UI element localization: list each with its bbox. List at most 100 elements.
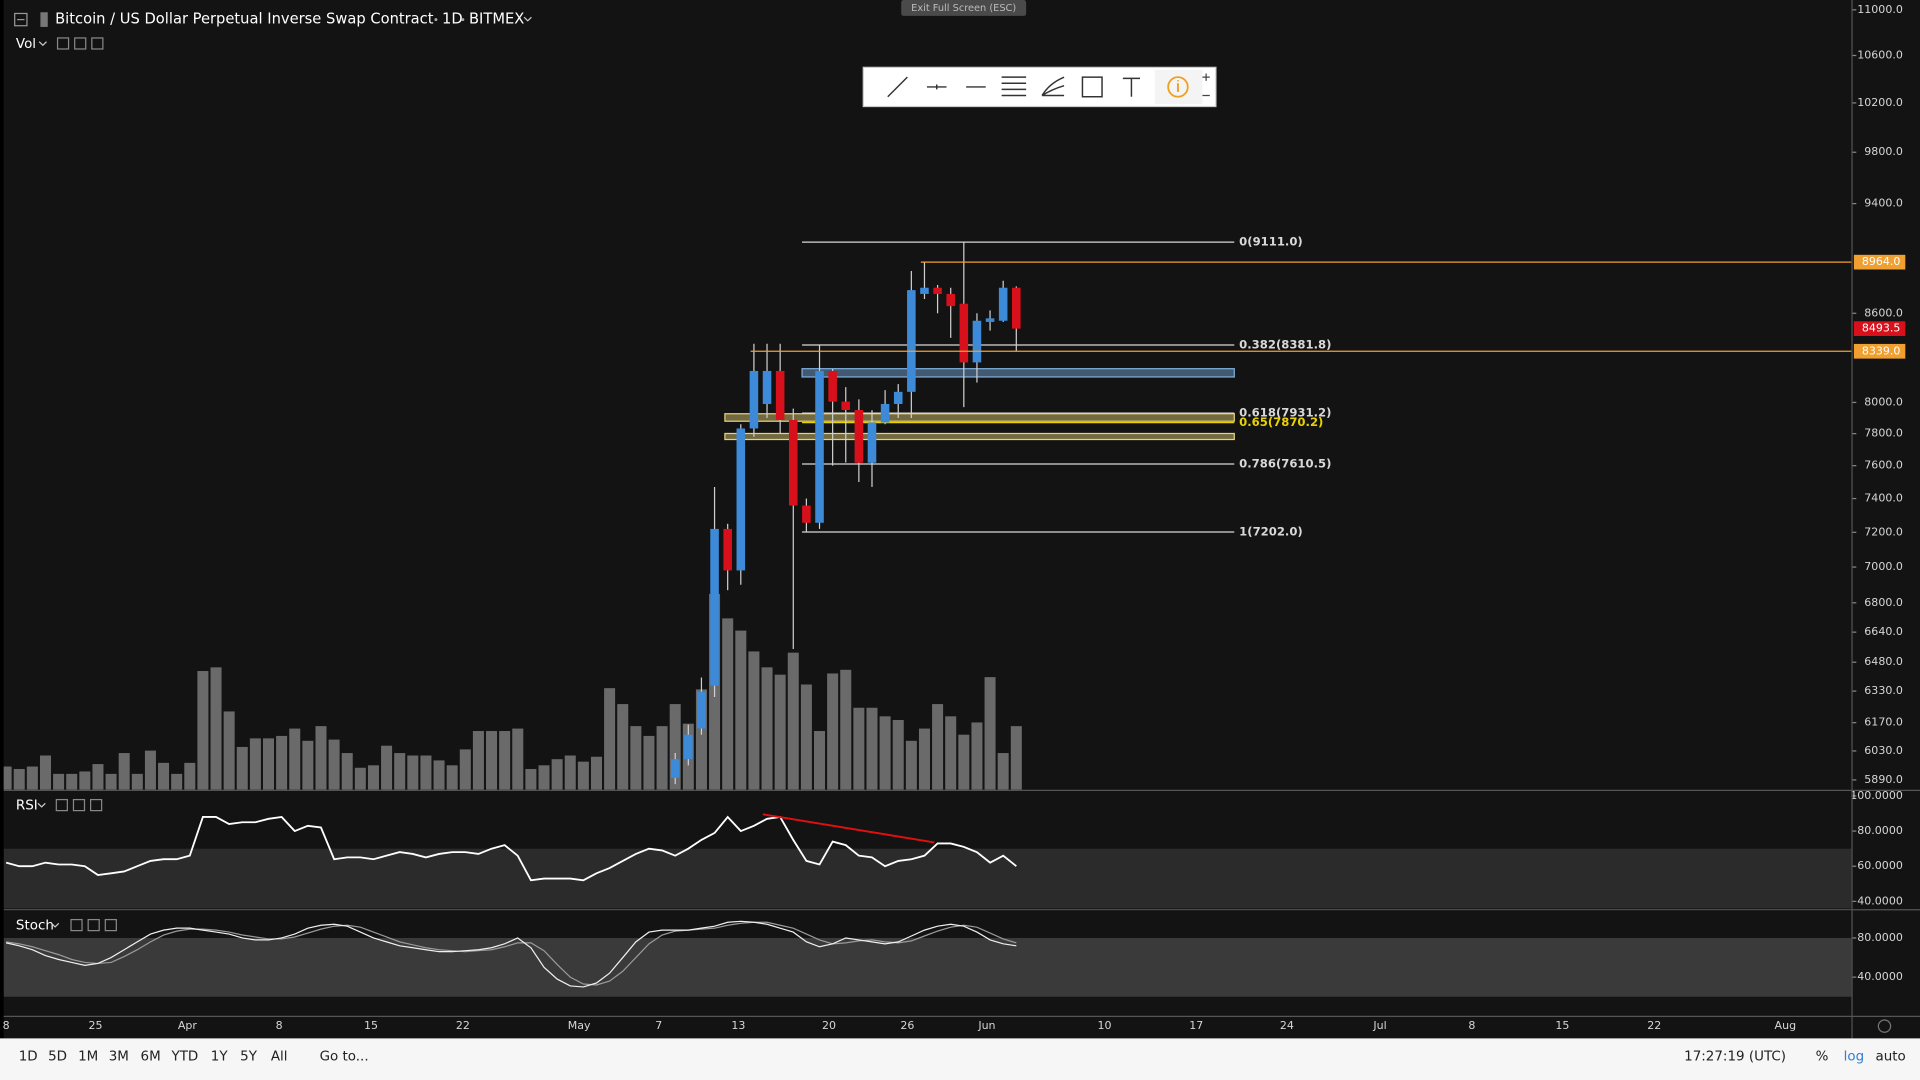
exchange[interactable]: BITMEX: [469, 11, 524, 28]
stoch-tick-label: 80.0000: [1857, 931, 1903, 944]
volume-bar: [525, 768, 537, 790]
parallel-channel-tool[interactable]: [1001, 76, 1027, 97]
volume-bar: [328, 739, 340, 790]
fib-label: 0.618(7931.2): [1239, 406, 1331, 420]
interval[interactable]: 1D: [442, 11, 463, 28]
volume-bar: [459, 749, 471, 790]
settings-icon[interactable]: [87, 918, 100, 932]
price-tag: [1853, 343, 1906, 359]
y-tick-label: 7400.0: [1864, 492, 1903, 505]
candle-body: [775, 370, 785, 420]
volume-bar: [276, 735, 288, 790]
y-tick-label: 6170.0: [1864, 716, 1903, 729]
volume-bar: [892, 720, 904, 790]
volume-bar: [3, 766, 12, 790]
range-button[interactable]: All: [271, 1050, 288, 1065]
info-tool[interactable]: [1167, 76, 1189, 98]
candle-body: [749, 370, 759, 429]
y-tick-label: 10600.0: [1857, 48, 1903, 61]
settings-gear[interactable]: [1877, 1019, 1892, 1033]
study-icons: [56, 37, 104, 50]
price-tag-label: 8339.0: [1862, 344, 1901, 357]
dropdown-caret[interactable]: [38, 41, 47, 47]
dropdown-caret[interactable]: [37, 802, 46, 808]
candle-body: [854, 410, 864, 463]
goto-button[interactable]: Go to...: [320, 1050, 369, 1065]
volume-bar: [722, 618, 734, 790]
zoom-buttons[interactable]: [1202, 73, 1210, 97]
settings-icon[interactable]: [74, 37, 87, 50]
rectangle-tool[interactable]: [1081, 76, 1103, 98]
clock: 17:27:19 (UTC): [1684, 1050, 1786, 1065]
volume-bar: [695, 689, 707, 790]
eye-icon[interactable]: [70, 918, 83, 932]
range-button[interactable]: 1D: [19, 1050, 38, 1065]
rsi-label[interactable]: RSI: [16, 799, 38, 814]
zone: [801, 368, 1235, 378]
eye-icon[interactable]: [55, 798, 68, 812]
volume-bar: [761, 667, 773, 790]
fullscreen-label: Exit Full Screen (ESC): [911, 3, 1016, 14]
percent-toggle[interactable]: %: [1816, 1050, 1829, 1065]
dropdown-caret[interactable]: [523, 16, 532, 22]
dropdown-caret[interactable]: [50, 922, 60, 928]
fullscreen-button[interactable]: [901, 0, 1027, 16]
zone: [724, 413, 1235, 422]
collapse-icon[interactable]: [14, 12, 28, 27]
symbol-title[interactable]: Bitcoin / US Dollar Perpetual Inverse Sw…: [55, 11, 434, 28]
text-tool[interactable]: [1122, 77, 1140, 97]
stoch-k-line: [5, 920, 1017, 988]
fib-tool[interactable]: [1041, 76, 1065, 97]
y-tick-label: 7800.0: [1864, 427, 1903, 440]
main-pane: [3, 0, 1852, 790]
close-icon[interactable]: [91, 37, 104, 50]
close-icon[interactable]: [90, 798, 103, 812]
volume-bar: [131, 773, 143, 790]
volume-bar: [341, 753, 353, 790]
volume-bar: [945, 716, 957, 790]
candle-body: [828, 370, 837, 402]
volume-label[interactable]: Vol: [16, 37, 36, 52]
axes: 11000.0 10600.0 10200.0 9800.0 9400.0 8600.0 8…: [3, 3, 1906, 1032]
y-tick-label: 7000.0: [1864, 560, 1903, 573]
trend-line-tool[interactable]: [887, 76, 908, 98]
study-icons: [70, 918, 117, 932]
candle-body: [788, 419, 798, 506]
horizontal-ray-tool[interactable]: [926, 84, 947, 90]
x-tick-label: 22: [1647, 1019, 1661, 1032]
range-button[interactable]: 5Y: [240, 1050, 258, 1065]
log-toggle[interactable]: log: [1844, 1050, 1865, 1065]
y-tick-label: 9400.0: [1864, 197, 1903, 210]
candle-body: [802, 505, 811, 523]
volume-bar: [564, 755, 576, 790]
range-button[interactable]: YTD: [170, 1050, 198, 1065]
auto-toggle[interactable]: auto: [1875, 1050, 1905, 1065]
close-icon[interactable]: [104, 918, 117, 932]
stoch-label[interactable]: Stoch: [16, 919, 54, 934]
y-tick-label: 8600.0: [1864, 306, 1903, 319]
range-button[interactable]: 6M: [141, 1050, 161, 1065]
range-button[interactable]: 1M: [78, 1050, 98, 1065]
bottom-controls: 1D 5D 1M 3M 6M YTD 1Y 5Y All: [19, 1050, 288, 1065]
volume-bar: [800, 684, 812, 790]
price-tag: [1853, 254, 1906, 270]
volume-bar: [997, 753, 1009, 790]
range-button[interactable]: 5D: [48, 1050, 67, 1065]
x-tick-label: Aug: [1775, 1019, 1797, 1032]
stoch-tick-label: 40.0000: [1857, 970, 1903, 983]
settings-icon[interactable]: [72, 798, 86, 812]
volume-bar: [486, 731, 498, 790]
candle-body: [684, 734, 693, 760]
volume-bar: [105, 773, 117, 790]
range-button[interactable]: 3M: [109, 1050, 129, 1065]
separator-dot: [461, 18, 465, 22]
volume-bar: [210, 667, 222, 790]
volume-bar: [669, 704, 681, 790]
volume-bar: [866, 707, 878, 790]
rsi-line: [5, 815, 1017, 882]
volume-bar: [748, 651, 760, 790]
y-tick-label: 6800.0: [1864, 596, 1903, 609]
range-button[interactable]: 1Y: [211, 1050, 229, 1065]
eye-icon[interactable]: [56, 37, 70, 50]
